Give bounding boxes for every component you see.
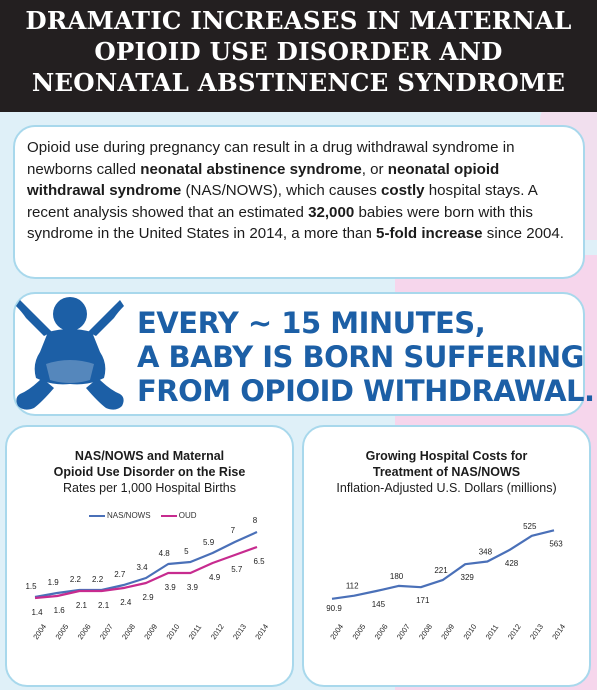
legend-label-nas: NAS/NOWS <box>107 511 151 520</box>
intro-text-4: hospital stays. A recent analysis showed… <box>27 182 538 221</box>
chart1-data-label: 4.9 <box>209 573 221 582</box>
chart1-x-tick-label: 2006 <box>76 622 93 641</box>
chart2-data-label: 171 <box>416 596 430 605</box>
chart2-x-tick-label: 2012 <box>506 622 523 641</box>
chart1-x-tick-label: 2013 <box>231 622 248 641</box>
chart-rates-card: NAS/NOWS and Maternal Opioid Use Disorde… <box>5 425 294 687</box>
chart1-data-label: 1.5 <box>25 582 37 591</box>
chart1-data-label: 2.2 <box>92 575 104 584</box>
chart1-data-label: 2.1 <box>76 601 88 610</box>
intro-text-6: since 2004. <box>482 225 564 242</box>
chart1-data-label: 1.4 <box>31 608 43 617</box>
chart1-data-label: 2.2 <box>70 575 82 584</box>
chart1-x-tick-label: 2011 <box>187 623 204 641</box>
chart2-data-label: 221 <box>434 566 448 575</box>
chart1-x-tick-label: 2010 <box>164 622 181 641</box>
intro-paragraph: Opioid use during pregnancy can result i… <box>27 137 575 245</box>
chart2-title-line-1: Growing Hospital Costs for <box>365 449 528 463</box>
chart2-data-label: 112 <box>346 582 359 591</box>
header-title-line-1: DRAMATIC INCREASES IN MATERNAL <box>25 6 572 35</box>
chart2-data-label: 428 <box>505 559 519 568</box>
chart2-data-label: 329 <box>461 573 475 582</box>
chart1-data-label: 2.7 <box>114 570 126 579</box>
chart2-x-tick-label: 2009 <box>439 622 456 641</box>
chart2-subtitle: Inflation-Adjusted U.S. Dollars (million… <box>336 481 557 495</box>
chart1-data-label: 6.5 <box>253 557 265 566</box>
intro-text-3: (NAS/NOWS), which causes <box>181 182 381 199</box>
stat-line-1: EVERY ~ 15 MINUTES, <box>137 306 486 340</box>
chart1-x-tick-label: 2004 <box>31 622 48 641</box>
chart1-title-line-1: NAS/NOWS and Maternal <box>74 449 225 463</box>
intro-text-1: Opioid use during pregnancy can result i… <box>27 139 515 178</box>
chart1-series-1-line <box>34 530 258 599</box>
stat-line-3: FROM OPIOID WITHDRAWAL. <box>137 374 595 408</box>
chart1-data-label: 2.1 <box>98 601 110 610</box>
intro-bold-nows: neonatal opioid withdrawal syndrome <box>27 160 500 200</box>
chart1-data-label: 2.9 <box>142 593 154 602</box>
chart1-data-label: 5 <box>184 547 189 556</box>
intro-bold-increase: 5-fold increase <box>376 225 483 242</box>
chart1-x-tick-label: 2005 <box>53 622 70 641</box>
intro-bold-nas: neonatal abstinence syndrome <box>140 160 362 178</box>
chart2-x-tick-label: 2010 <box>461 622 478 641</box>
chart1-data-label: 3.9 <box>165 583 177 592</box>
header-title-line-3: NEONATAL ABSTINENCE SYNDROME <box>31 68 566 97</box>
legend-label-oud: OUD <box>178 511 197 520</box>
chart1-data-label: 1.6 <box>54 606 66 615</box>
chart2-title-line-2: Treatment of NAS/NOWS <box>372 465 521 479</box>
chart1-data-label: 2.4 <box>120 598 132 607</box>
chart2-x-tick-label: 2011 <box>484 623 501 641</box>
header-title-line-2: OPIOID USE DISORDER AND <box>94 37 503 66</box>
chart1-data-label: 4.8 <box>159 549 171 558</box>
chart-costs-card: Growing Hospital Costs for Treatment of … <box>302 425 591 687</box>
chart2-data-label: 563 <box>549 539 563 548</box>
chart2-data-label: 90.9 <box>326 604 342 613</box>
chart2-data-label: 525 <box>523 522 537 531</box>
chart2-data-label: 348 <box>479 547 493 556</box>
intro-bold-count: 32,000 <box>308 203 355 221</box>
chart1-series-2-line <box>34 545 258 600</box>
chart1-x-tick-label: 2009 <box>142 622 159 641</box>
chart1-data-label: 1.9 <box>48 578 60 587</box>
chart1-title-line-2: Opioid Use Disorder on the Rise <box>53 465 246 479</box>
chart1-x-tick-label: 2007 <box>98 622 115 641</box>
chart2-x-tick-label: 2014 <box>550 622 567 641</box>
chart2-x-tick-label: 2005 <box>350 622 367 641</box>
intro-bold-costly: costly <box>380 182 425 199</box>
chart1-plot: 1.5 1.9 2.2 2.2 2.7 3.4 4.8 5 5.9 7 8 1.4 1.6 2.1 2.1 2… <box>25 516 270 641</box>
baby-icon <box>16 297 124 410</box>
chart2-data-label: 180 <box>390 572 404 581</box>
chart1-data-label: 3.9 <box>187 583 199 592</box>
chart1-subtitle: Rates per 1,000 Hospital Births <box>62 481 236 495</box>
chart2-x-tick-label: 2007 <box>395 622 412 641</box>
chart2-x-tick-label: 2013 <box>528 622 545 641</box>
chart1-legend: NAS/NOWS OUD <box>89 511 197 520</box>
chart2-series-1-line <box>331 529 555 600</box>
chart2-x-tick-label: 2008 <box>417 622 434 641</box>
chart1-x-tick-label: 2008 <box>120 622 137 641</box>
chart2-x-tick-label: 2006 <box>373 622 390 641</box>
intro-text-5: babies were born with this syndrome in t… <box>27 203 533 243</box>
legend-swatch-oud <box>160 514 177 517</box>
chart1-data-label: 7 <box>231 526 236 535</box>
legend-swatch-nas <box>89 514 105 517</box>
chart1-x-tick-label: 2012 <box>209 622 226 641</box>
chart1-data-label: 8 <box>253 516 258 525</box>
intro-text-2: , or <box>361 160 388 178</box>
chart1-data-label: 5.7 <box>231 565 243 574</box>
chart2-x-tick-label: 2004 <box>328 622 345 641</box>
chart2-data-label: 145 <box>372 600 386 609</box>
intro-card: Opioid use during pregnancy can result i… <box>13 125 585 279</box>
stat-line-2: A BABY IS BORN SUFFERING <box>137 340 585 374</box>
chart1-x-tick-label: 2014 <box>253 622 270 641</box>
page-header: DRAMATIC INCREASES IN MATERNAL OPIOID US… <box>0 0 597 112</box>
chart2-plot: 90.9 112 145 180 171 221 329 348 428 525 563 2004 20… <box>326 522 567 641</box>
chart1-data-label: 3.4 <box>136 563 148 572</box>
chart1-data-label: 5.9 <box>203 538 215 547</box>
